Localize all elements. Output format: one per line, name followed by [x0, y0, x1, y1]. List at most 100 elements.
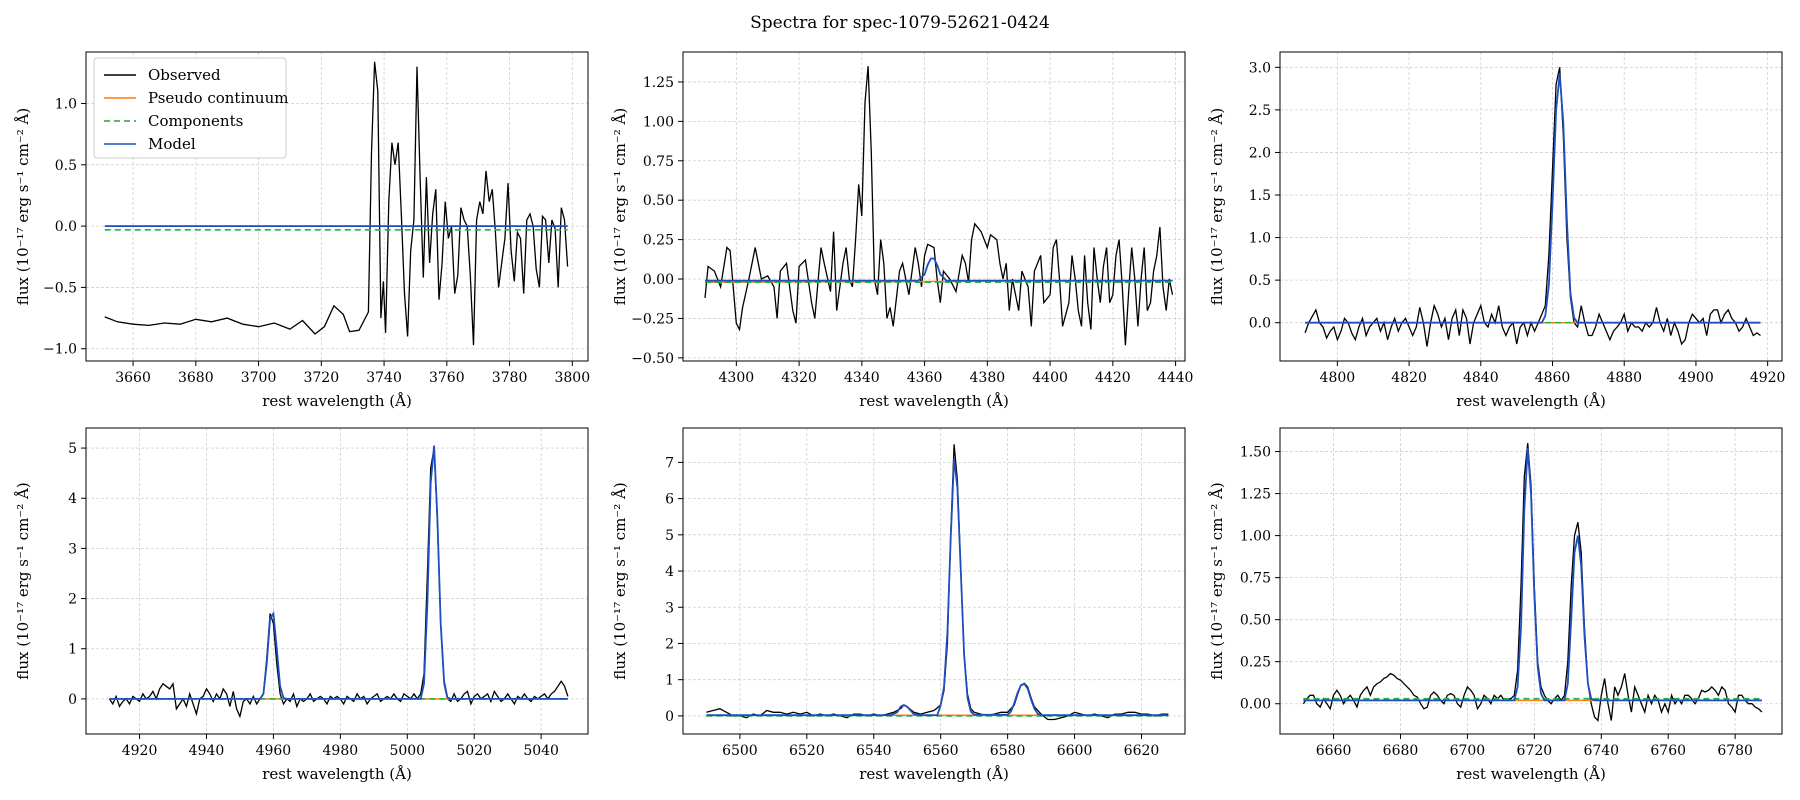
x-tick-label: 6600	[1057, 743, 1093, 759]
x-tick-label: 4320	[781, 370, 817, 386]
x-tick-label: 4900	[1678, 370, 1714, 386]
y-tick-label: −0.5	[43, 280, 77, 296]
panel-5: 6500 6520 6540 6560 6580 6600 6620 0 1 2 3 4 5 6 7 rest…	[611, 427, 1186, 783]
y-tick-label: −0.50	[631, 351, 674, 367]
legend-entry-label: Pseudo continuum	[148, 89, 288, 107]
y-tick-label: −1.0	[43, 342, 77, 358]
x-tick-label: 6560	[923, 743, 959, 759]
y-tick-label: 5	[665, 528, 674, 544]
x-tick-label: 6680	[1383, 743, 1419, 759]
x-tick-label: 6700	[1450, 743, 1486, 759]
y-tick-label: 0.25	[643, 233, 674, 249]
figure-title: Spectra for spec-1079-52621-0424	[750, 13, 1050, 33]
series-group	[108, 445, 569, 719]
x-tick-label: 6720	[1517, 743, 1553, 759]
x-tick-label: 3740	[366, 370, 402, 386]
legend-box	[93, 57, 287, 159]
y-axis-label: flux (10⁻¹⁷ erg s⁻¹ cm⁻² Å)	[1208, 108, 1226, 305]
y-tick-label: 1.00	[1240, 529, 1271, 545]
model-line	[1305, 74, 1761, 324]
y-tick-label: 6	[665, 492, 674, 508]
x-axis-label: rest wavelength (Å)	[859, 392, 1009, 410]
x-tick-label: 4940	[189, 743, 225, 759]
y-tick-label: 1	[68, 642, 77, 658]
panel-1: 3660 3680 3700 3720 3740 3760 3780 3800 −1.0 −0.5…	[14, 51, 590, 410]
x-tick-label: 3800	[554, 370, 590, 386]
model-line	[1303, 448, 1762, 702]
y-tick-label: 2.0	[1249, 145, 1271, 161]
y-tick-label: 1.0	[55, 97, 77, 113]
y-axis-label: flux (10⁻¹⁷ erg s⁻¹ cm⁻² Å)	[14, 108, 32, 305]
y-tick-label: 0.50	[643, 193, 674, 209]
x-tick-label: 4340	[844, 370, 880, 386]
x-tick-label: 3720	[303, 370, 339, 386]
x-tick-label: 4360	[907, 370, 943, 386]
axes-frame	[1279, 51, 1783, 362]
x-axis-label: rest wavelength (Å)	[859, 765, 1009, 783]
model-line	[705, 257, 1173, 282]
y-tick-label: 0.0	[55, 219, 77, 235]
x-tick-label: 3760	[429, 370, 465, 386]
x-tick-label: 5000	[389, 743, 425, 759]
y-tick-label: 7	[665, 455, 674, 471]
panel-6: 6660 6680 6700 6720 6740 6760 6780 0.00 0.25 0.50…	[1208, 427, 1783, 783]
observed-line	[1302, 443, 1763, 722]
y-tick-label: 1.5	[1249, 188, 1271, 204]
x-tick-label: 4400	[1032, 370, 1068, 386]
x-tick-label: 6500	[722, 743, 758, 759]
y-tick-label: 0.50	[1240, 613, 1271, 629]
y-tick-label: 0.0	[1249, 316, 1271, 332]
observed-line	[108, 447, 569, 719]
y-tick-label: 2	[665, 636, 674, 652]
x-axis-label: rest wavelength (Å)	[262, 765, 412, 783]
x-tick-label: 3660	[115, 370, 151, 386]
legend-entry-label: Observed	[148, 66, 221, 84]
x-tick-label: 5040	[523, 743, 559, 759]
y-tick-label: 0	[665, 709, 674, 725]
y-axis-label: flux (10⁻¹⁷ erg s⁻¹ cm⁻² Å)	[1208, 482, 1226, 679]
y-tick-label: 3	[68, 541, 77, 557]
x-tick-label: 4980	[323, 743, 359, 759]
y-tick-label: 0.5	[55, 158, 77, 174]
y-tick-label: 1.25	[643, 75, 674, 91]
observed-line	[1304, 67, 1761, 347]
y-tick-label: 1.50	[1240, 445, 1271, 461]
x-tick-label: 4420	[1095, 370, 1131, 386]
y-tick-label: 4	[665, 564, 674, 580]
y-tick-label: 1	[665, 673, 674, 689]
y-tick-label: 3	[665, 600, 674, 616]
panel-4: 4920 4940 4960 4980 5000 5020 5040 0 1 2 3 4 5 rest w…	[14, 427, 589, 783]
series-group	[1304, 67, 1761, 347]
x-axis-label: rest wavelength (Å)	[262, 392, 412, 410]
x-tick-label: 5020	[456, 743, 492, 759]
series-group	[1302, 443, 1763, 722]
x-tick-label: 4840	[1463, 370, 1499, 386]
legend: Observed Pseudo continuum Components Model	[93, 57, 288, 159]
model-line	[706, 458, 1169, 717]
y-tick-label: 0.25	[1240, 655, 1271, 671]
y-tick-label: 2	[68, 592, 77, 608]
x-tick-label: 3780	[492, 370, 528, 386]
y-tick-label: 0	[68, 692, 77, 708]
x-tick-label: 4860	[1535, 370, 1571, 386]
x-tick-label: 4960	[256, 743, 292, 759]
x-tick-label: 4800	[1320, 370, 1356, 386]
x-tick-label: 4920	[1750, 370, 1786, 386]
y-tick-label: 0.75	[1240, 571, 1271, 587]
axes-frame	[85, 51, 589, 362]
x-tick-label: 3680	[178, 370, 214, 386]
legend-entry-label: Model	[148, 135, 196, 153]
y-tick-label: 3.0	[1249, 60, 1271, 76]
y-tick-label: 0.75	[643, 154, 674, 170]
y-tick-label: 4	[68, 491, 77, 507]
x-tick-label: 6780	[1717, 743, 1753, 759]
legend-entry-label: Components	[148, 112, 243, 130]
x-tick-label: 4820	[1391, 370, 1427, 386]
y-tick-label: 0.00	[1240, 697, 1271, 713]
x-tick-label: 3700	[241, 370, 277, 386]
x-tick-label: 6620	[1124, 743, 1160, 759]
series-group	[104, 61, 569, 346]
observed-line	[104, 61, 569, 346]
x-tick-label: 6740	[1583, 743, 1619, 759]
axes-frame	[682, 51, 1186, 362]
